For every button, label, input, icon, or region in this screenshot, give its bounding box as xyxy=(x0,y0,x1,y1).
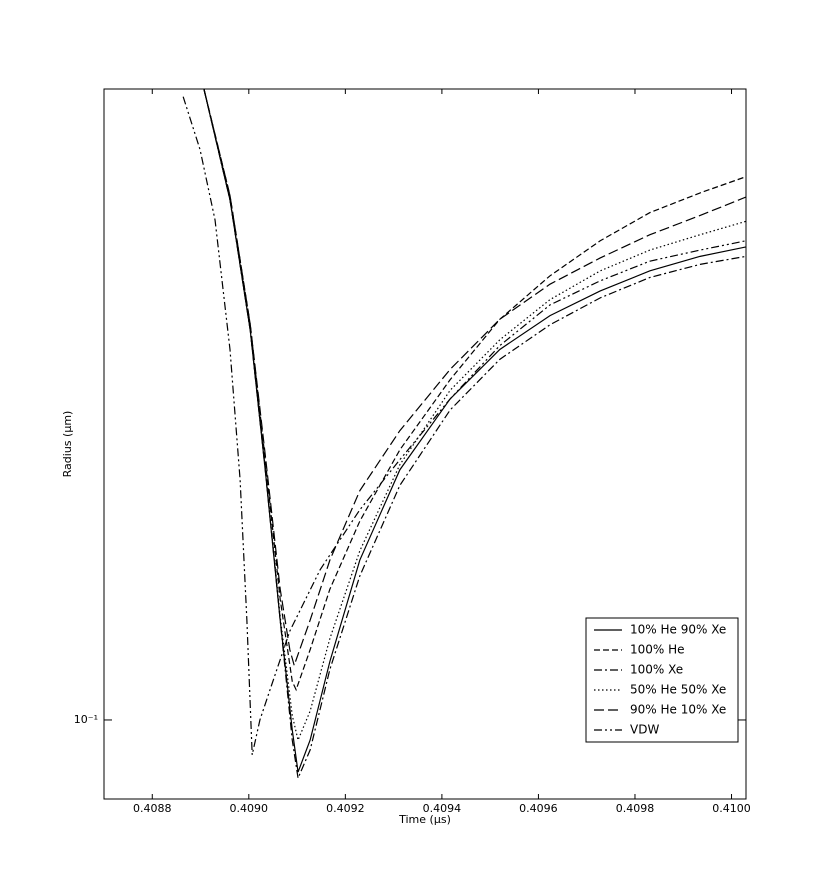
plot-frame xyxy=(103,88,747,800)
y-axis-label: Radius (µm) xyxy=(61,411,74,478)
x-tick-label: 0.4088 xyxy=(133,802,172,815)
x-axis-label: Time (µs) xyxy=(398,813,451,826)
x-tick-label: 0.4094 xyxy=(423,802,462,815)
series-line xyxy=(203,89,746,743)
series-line xyxy=(203,89,746,692)
legend-label: 100% He xyxy=(630,643,685,657)
series-line xyxy=(203,89,746,781)
legend-label: 90% He 10% Xe xyxy=(630,703,726,717)
x-tick-label: 0.4092 xyxy=(326,802,365,815)
series-line xyxy=(182,96,746,755)
legend-label: 100% Xe xyxy=(630,663,683,677)
legend-label: VDW xyxy=(630,723,659,737)
y-tick-label: 10⁻¹ xyxy=(74,713,98,726)
legend-box xyxy=(585,617,739,743)
x-tick-label: 0.4098 xyxy=(616,802,655,815)
x-tick-label: 0.4100 xyxy=(712,802,751,815)
x-tick-label: 0.4096 xyxy=(519,802,558,815)
series-line xyxy=(203,89,746,668)
series-line xyxy=(203,89,746,773)
x-tick-label: 0.4090 xyxy=(230,802,269,815)
legend-label: 10% He 90% Xe xyxy=(630,623,726,637)
legend-label: 50% He 50% Xe xyxy=(630,683,726,697)
legend: 10% He 90% Xe 100% He 100% Xe 50% He 50% Xe… xyxy=(585,617,739,743)
